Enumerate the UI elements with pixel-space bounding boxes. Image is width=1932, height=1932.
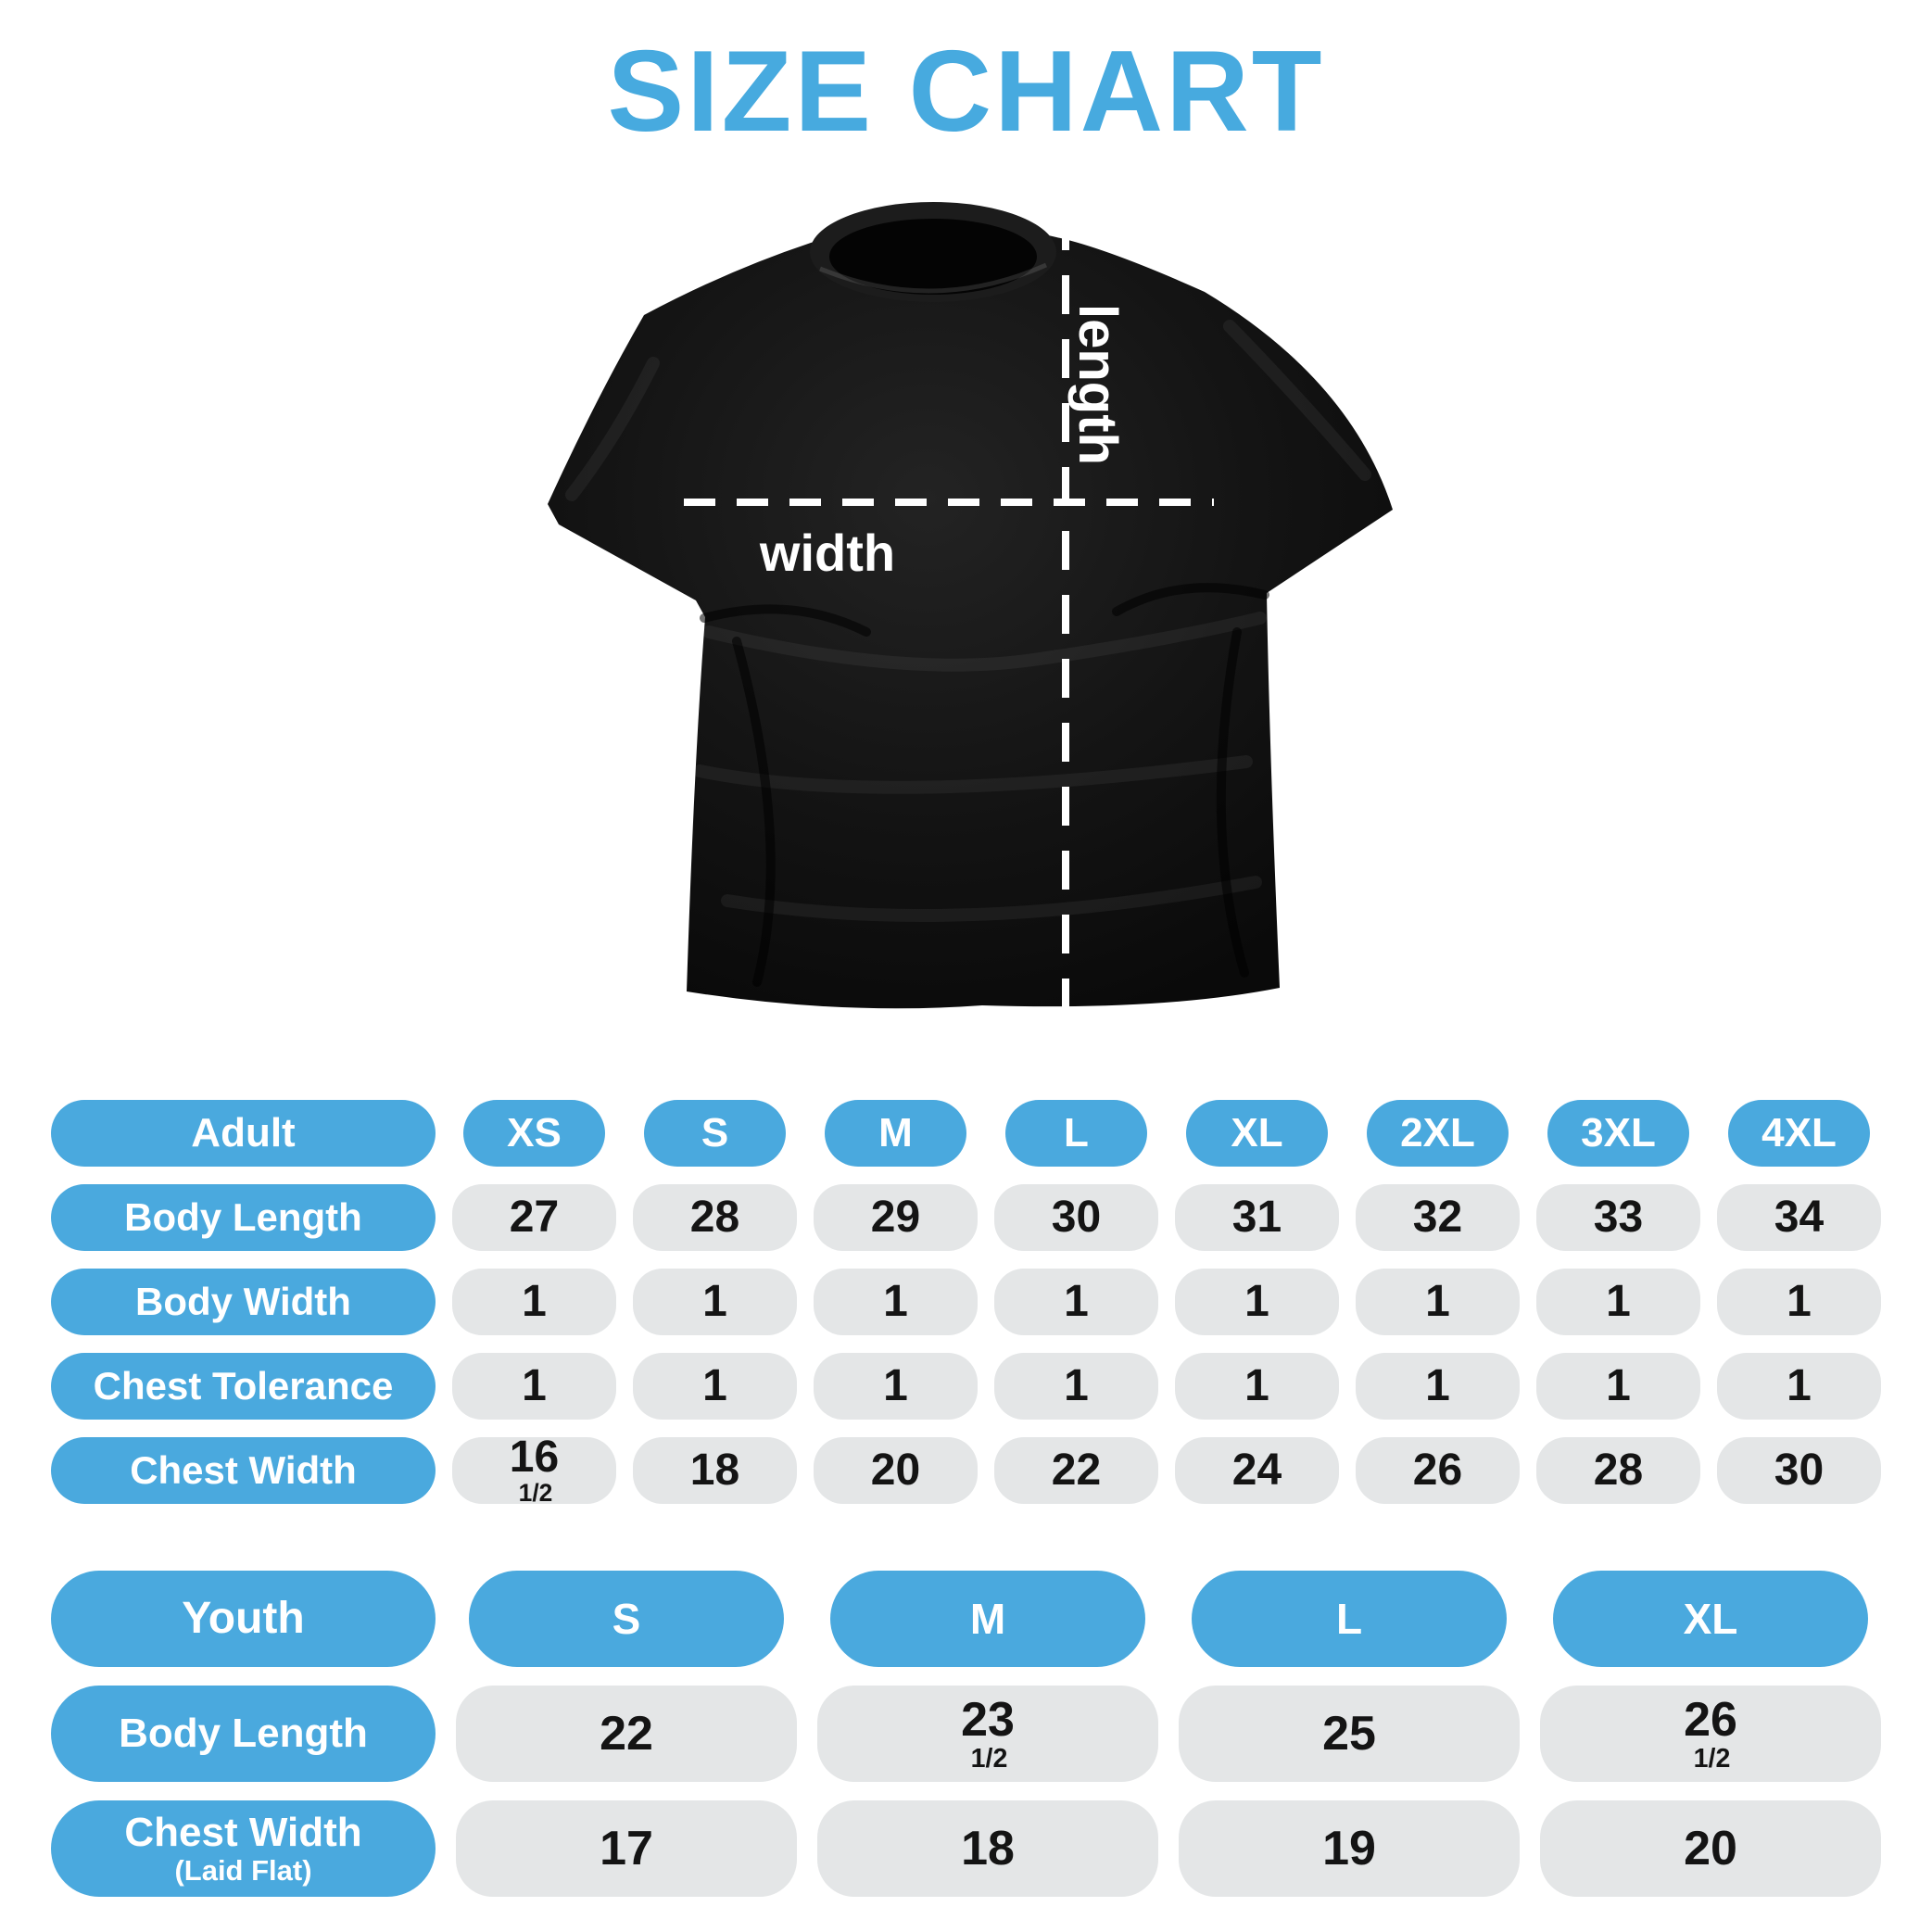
adult-row-label-pill: Body Length bbox=[51, 1184, 436, 1251]
adult-value-pill: 16 1/2 bbox=[452, 1433, 616, 1508]
row-label-text: Chest Width bbox=[124, 1809, 362, 1855]
youth-table-title-pill: Youth bbox=[51, 1571, 436, 1667]
row-label-text: Chest Width bbox=[130, 1447, 357, 1492]
youth-size-header-pill: M bbox=[830, 1571, 1145, 1667]
youth-value-pill: 20 bbox=[1540, 1800, 1881, 1897]
adult-value-pill: 1 bbox=[1356, 1269, 1520, 1335]
row-label-text: Body Length bbox=[124, 1194, 362, 1239]
adult-table-title-pill: Adult bbox=[51, 1100, 436, 1167]
adult-size-header-pill: M bbox=[825, 1100, 966, 1167]
adult-value-pill: 1 bbox=[994, 1269, 1158, 1335]
adult-value-pill: 18 bbox=[633, 1437, 797, 1504]
adult-value-pill: 31 bbox=[1175, 1184, 1339, 1251]
adult-row-label-pill: Body Width bbox=[51, 1269, 436, 1335]
adult-value-pill: 1 bbox=[814, 1353, 978, 1420]
adult-size-header-pill: XL bbox=[1186, 1100, 1328, 1167]
adult-value-pill: 26 bbox=[1356, 1437, 1520, 1504]
row-label-text: Body Length bbox=[119, 1710, 368, 1756]
youth-row-label-pill: Chest Width (Laid Flat) bbox=[51, 1800, 436, 1897]
adult-size-header-pill: XS bbox=[463, 1100, 605, 1167]
adult-value-pill: 1 bbox=[1356, 1353, 1520, 1420]
adult-row-label-pill: Chest Width bbox=[51, 1437, 436, 1504]
adult-value-pill: 20 bbox=[814, 1437, 978, 1504]
collar-rib-highlight bbox=[819, 262, 1048, 294]
adult-value-pill: 30 bbox=[1717, 1437, 1881, 1504]
youth-size-header-pill: L bbox=[1192, 1571, 1507, 1667]
adult-value-pill: 1 bbox=[633, 1353, 797, 1420]
tshirt-image: length width bbox=[548, 202, 1393, 1010]
wrinkle-shadows bbox=[700, 583, 1269, 987]
adult-value-pill: 27 bbox=[452, 1184, 616, 1251]
youth-value-pill: 18 bbox=[817, 1800, 1158, 1897]
adult-value-pill: 28 bbox=[633, 1184, 797, 1251]
adult-value-pill: 22 bbox=[994, 1437, 1158, 1504]
adult-size-header-pill: 2XL bbox=[1367, 1100, 1509, 1167]
adult-row-label-pill: Chest Tolerance bbox=[51, 1353, 436, 1420]
fraction: 1/2 bbox=[1693, 1744, 1731, 1774]
tshirt-measurement-diagram: length width bbox=[514, 196, 1408, 1026]
adult-value-pill: 1 bbox=[994, 1353, 1158, 1420]
tshirt-body bbox=[548, 223, 1393, 1009]
adult-value-pill: 28 bbox=[1536, 1437, 1700, 1504]
youth-row-label-pill: Body Length bbox=[51, 1686, 436, 1782]
adult-value-pill: 1 bbox=[452, 1269, 616, 1335]
width-label: width bbox=[759, 524, 895, 582]
youth-value-pill: 26 1/2 bbox=[1540, 1686, 1881, 1782]
row-label-subtext: (Laid Flat) bbox=[174, 1853, 312, 1887]
youth-value-pill: 22 bbox=[456, 1686, 797, 1782]
adult-value-pill: 1 bbox=[1536, 1353, 1700, 1420]
adult-value-pill: 1 bbox=[1175, 1269, 1339, 1335]
adult-value-pill: 33 bbox=[1536, 1184, 1700, 1251]
youth-size-header-pill: S bbox=[469, 1571, 784, 1667]
adult-value-pill: 1 bbox=[452, 1353, 616, 1420]
youth-value-pill: 25 bbox=[1179, 1686, 1520, 1782]
adult-value-pill: 1 bbox=[1717, 1353, 1881, 1420]
youth-size-header-pill: XL bbox=[1553, 1571, 1868, 1667]
adult-size-header-pill: 3XL bbox=[1547, 1100, 1689, 1167]
adult-value-pill: 1 bbox=[814, 1269, 978, 1335]
adult-value-pill: 1 bbox=[1175, 1353, 1339, 1420]
adult-value-pill: 1 bbox=[1717, 1269, 1881, 1335]
wrinkle-highlights bbox=[565, 320, 1371, 922]
youth-value-pill: 23 1/2 bbox=[817, 1686, 1158, 1782]
fraction: 1/2 bbox=[970, 1744, 1008, 1774]
adult-size-header-pill: S bbox=[644, 1100, 786, 1167]
adult-value-pill: 24 bbox=[1175, 1437, 1339, 1504]
collar-inner bbox=[829, 219, 1037, 295]
youth-value-pill: 19 bbox=[1179, 1800, 1520, 1897]
adult-size-table: Adult XS S M L XL 2XL 3XL 4XL Body Length 27 28 29 30… bbox=[51, 1100, 1881, 1508]
page-title: SIZE CHART bbox=[607, 28, 1325, 156]
adult-value-pill: 1 bbox=[1536, 1269, 1700, 1335]
adult-value-pill: 29 bbox=[814, 1184, 978, 1251]
adult-value-pill: 1 bbox=[633, 1269, 797, 1335]
adult-value-pill: 32 bbox=[1356, 1184, 1520, 1251]
adult-size-header-pill: 4XL bbox=[1728, 1100, 1870, 1167]
adult-value-pill: 30 bbox=[994, 1184, 1158, 1251]
adult-value-pill: 34 bbox=[1717, 1184, 1881, 1251]
fraction: 1/2 bbox=[518, 1479, 553, 1508]
adult-size-header-pill: L bbox=[1005, 1100, 1147, 1167]
youth-size-table: Youth S M L XL Body Length 22 23 1/2 25 26 1/2 Chest… bbox=[51, 1571, 1881, 1897]
youth-value-pill: 17 bbox=[456, 1800, 797, 1897]
row-label-text: Body Width bbox=[135, 1279, 351, 1323]
row-label-text: Chest Tolerance bbox=[93, 1363, 394, 1408]
length-label: length bbox=[1067, 304, 1128, 465]
